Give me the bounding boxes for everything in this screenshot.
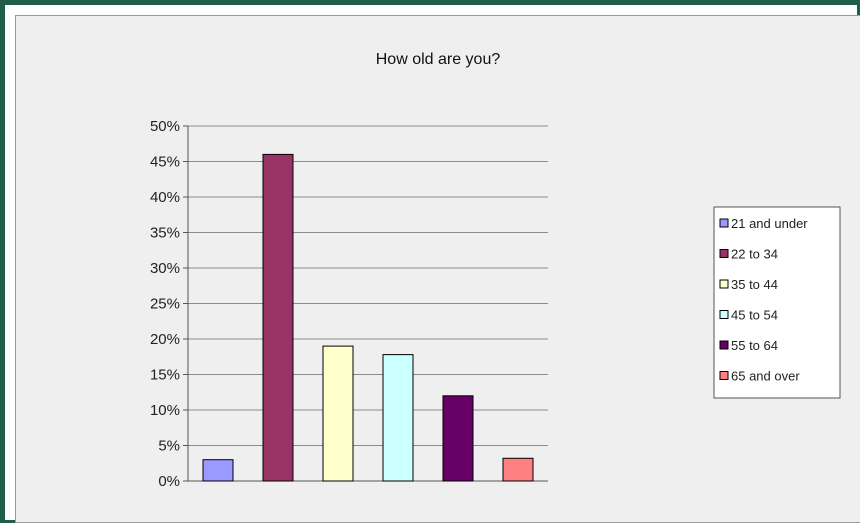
- legend-label: 45 to 54: [731, 308, 778, 323]
- y-tick-label: 45%: [150, 154, 180, 171]
- bar-45-to-54: [382, 354, 414, 482]
- y-tick-label: 10%: [150, 402, 180, 419]
- legend-label: 55 to 64: [731, 338, 778, 353]
- y-tick-label: 15%: [150, 367, 180, 384]
- legend-box: [713, 206, 841, 399]
- axes: [187, 126, 548, 482]
- y-tick-label: 30%: [150, 260, 180, 277]
- legend-swatch: [719, 279, 729, 289]
- legend-swatch: [719, 218, 729, 228]
- bar-21-and-under: [202, 459, 234, 482]
- legend-swatch: [719, 249, 729, 258]
- chart-title: How old are you?: [376, 51, 501, 68]
- legend: 21 and under 22 to 34 35 to 44 45 to 54 55 t…: [713, 206, 841, 399]
- legend-label: 22 to 34: [731, 247, 778, 262]
- gridlines: [188, 125, 548, 446]
- bars: [202, 153, 534, 482]
- legend-swatch: [719, 310, 729, 319]
- y-tick-label: 5%: [158, 438, 180, 455]
- bar-35-to-44: [322, 345, 354, 482]
- chart-area: How old are you? 0% 5% 10% 15% 20% 25% 30% 35% 4…: [15, 15, 860, 523]
- bar-22-to-34: [262, 153, 294, 482]
- y-tick-label: 0%: [158, 473, 180, 490]
- y-tick-label: 40%: [150, 189, 180, 206]
- legend-swatch: [719, 340, 729, 350]
- y-tick-label: 50%: [150, 118, 180, 135]
- y-tick-label: 25%: [150, 296, 180, 313]
- legend-label: 35 to 44: [731, 277, 778, 292]
- bar-55-to-64: [442, 395, 474, 482]
- y-tick-label: 35%: [150, 225, 180, 242]
- bar-chart: How old are you? 0% 5% 10% 15% 20% 25% 30% 35% 4…: [150, 51, 841, 490]
- y-axis-ticks: 0% 5% 10% 15% 20% 25% 30% 35% 40% 45% 50%: [150, 118, 188, 490]
- legend-swatch: [719, 371, 729, 380]
- legend-label: 65 and over: [731, 369, 800, 384]
- bar-65-and-over: [502, 457, 534, 482]
- y-tick-label: 20%: [150, 331, 180, 348]
- legend-label: 21 and under: [731, 216, 808, 231]
